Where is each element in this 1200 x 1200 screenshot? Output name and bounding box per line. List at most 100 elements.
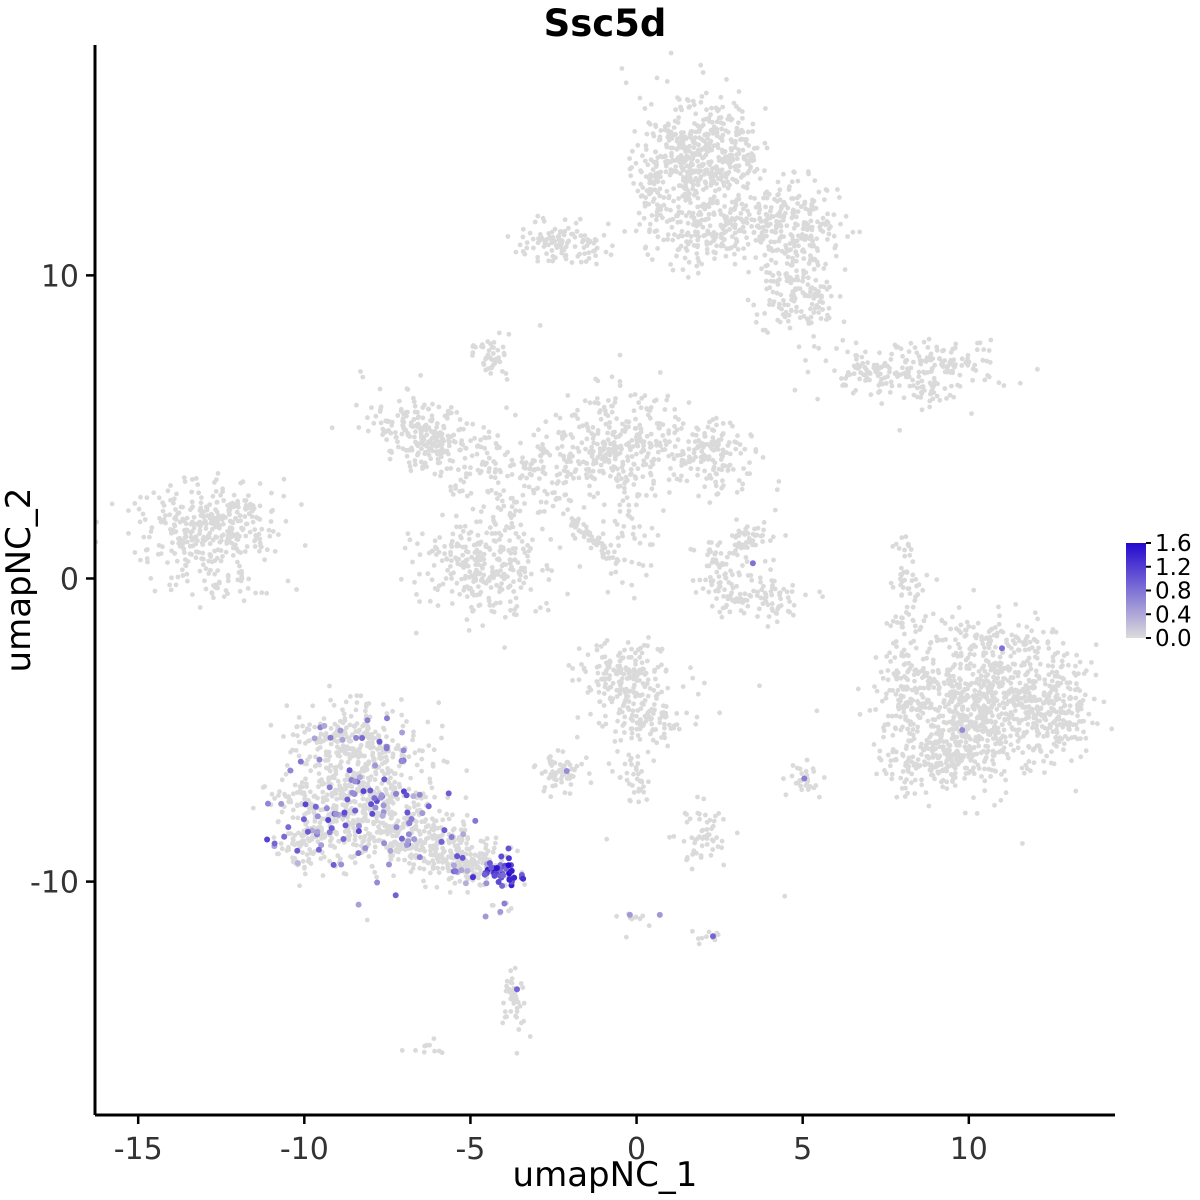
cell-point [693,111,699,117]
cell-point [936,356,942,362]
cell-point [969,745,975,751]
cell-point [930,396,936,402]
cell-point [281,476,287,482]
cell-point [694,263,700,269]
cell-point [215,519,220,525]
cell-point [207,541,213,547]
cell-point [511,579,516,585]
cell-point [816,345,822,351]
cell-point [649,213,655,218]
cell-point [712,256,717,262]
cell-point [736,163,742,169]
cell-point [967,651,973,657]
cell-point [860,360,866,366]
cell-point [902,779,908,785]
cell-point [342,731,348,736]
cell-point [714,492,720,497]
cell-point [997,654,1003,660]
cell-point [550,258,556,264]
cell-point [1046,646,1052,651]
cell-point [466,586,472,592]
cell-point [225,578,231,584]
cell-point [571,475,576,481]
cell-point [889,776,895,782]
cell-point [762,558,768,564]
cell-point [655,533,661,538]
cell-point [257,481,263,486]
cell-point [654,75,660,81]
cell-point [1053,687,1059,693]
cell-point [754,312,760,317]
cell-point [752,196,757,201]
cell-point [316,771,322,776]
cell-point [197,523,203,529]
cell-point [708,575,713,580]
cell-point [745,152,751,158]
cell-point [750,121,756,127]
cell-point [535,258,541,264]
cell-point [1001,705,1007,711]
cell-point [832,245,838,251]
cell-point [536,427,541,433]
cell-point [1059,675,1065,681]
cell-point [748,432,753,438]
cell-point [140,511,146,517]
cell-point [517,577,522,583]
cell-point [887,369,892,375]
cell-point [486,455,492,461]
cell-point [947,644,952,650]
cell-point [787,241,793,246]
cell-point [988,709,994,715]
cell-point [812,178,818,184]
cell-point [785,302,791,308]
cell-point [412,458,418,463]
cell-point [397,398,402,404]
cell-point [892,757,897,763]
cell-point [631,595,637,601]
cell-point [785,254,791,260]
cell-point [740,563,745,568]
cell-point [449,558,454,564]
cell-point [906,769,911,774]
cell-point [681,175,686,180]
cell-point [1035,711,1041,717]
cell-point [1010,638,1016,643]
cell-point [600,440,606,446]
cell-point [686,210,692,215]
cell-point [612,549,617,555]
cell-point [737,591,743,597]
cell-point [483,355,489,361]
cell-point [737,227,743,233]
cell-point [165,488,171,494]
cell-point [244,544,250,549]
cell-point [745,241,751,247]
cell-point [623,80,629,86]
cell-point [874,362,880,368]
cell-point [726,113,732,119]
cell-point [1009,697,1014,703]
cell-point [509,520,515,526]
cell-point [726,246,732,251]
cell-point [214,477,219,482]
cell-point [1046,700,1052,706]
cell-point [562,217,568,223]
cell-point [448,552,454,558]
cell-point [541,464,546,470]
cell-point [708,112,713,117]
cell-point [979,774,984,779]
cell-point [711,464,717,470]
cell-point [910,732,916,738]
cell-point [831,233,837,239]
cell-point [201,520,207,525]
cell-point [954,626,959,632]
cell-point [624,419,629,424]
cell-point [557,415,563,421]
cell-point [966,624,972,629]
cell-point [769,228,775,234]
cell-point [670,237,676,243]
cell-point [986,645,992,651]
cell-point [495,505,501,510]
cell-point [492,520,497,525]
cell-point [1019,765,1025,771]
cell-point [615,478,620,484]
